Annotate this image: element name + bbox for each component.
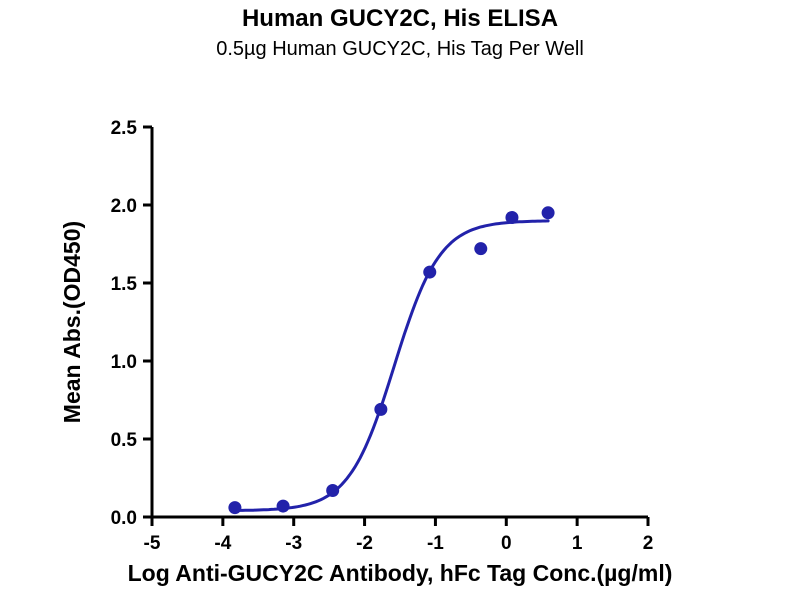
x-tick-label: -5 (144, 533, 161, 554)
data-point (505, 210, 519, 224)
y-tick-label: 1.0 (111, 352, 137, 373)
x-tick-label: 2 (643, 533, 654, 554)
x-tick-label: 0 (501, 533, 512, 554)
x-tick-label: -1 (427, 533, 444, 554)
data-point (276, 499, 290, 513)
y-axis-label: Mean Abs.(OD450) (59, 221, 85, 423)
fit-curve (233, 219, 550, 512)
data-point (374, 402, 388, 416)
data-point (326, 483, 340, 497)
tick-labels: -5 -4 -3 -2 -1 0 1 2 0.0 0.5 1.0 1.5 2.0 2.5 (111, 118, 654, 554)
x-tick-label: -3 (285, 533, 302, 554)
data-point (423, 265, 437, 279)
y-tick-label: 2.5 (111, 118, 138, 139)
data-point (228, 501, 242, 515)
chart-subtitle: 0.5µg Human GUCY2C, His Tag Per Well (216, 38, 584, 60)
x-tick-label: -4 (214, 533, 231, 554)
data-point (541, 206, 555, 220)
y-tick-label: 2.0 (111, 196, 137, 217)
data-point (474, 242, 488, 256)
x-tick-label: -2 (356, 533, 373, 554)
x-tick-label: 1 (572, 533, 583, 554)
chart-title: Human GUCY2C, His ELISA (242, 5, 558, 32)
y-tick-label: 0.5 (111, 430, 138, 451)
y-tick-label: 0.0 (111, 508, 137, 529)
axes (143, 125, 650, 526)
data-points (228, 206, 555, 515)
x-axis-label: Log Anti-GUCY2C Antibody, hFc Tag Conc.(… (128, 560, 673, 586)
y-tick-label: 1.5 (111, 274, 138, 295)
